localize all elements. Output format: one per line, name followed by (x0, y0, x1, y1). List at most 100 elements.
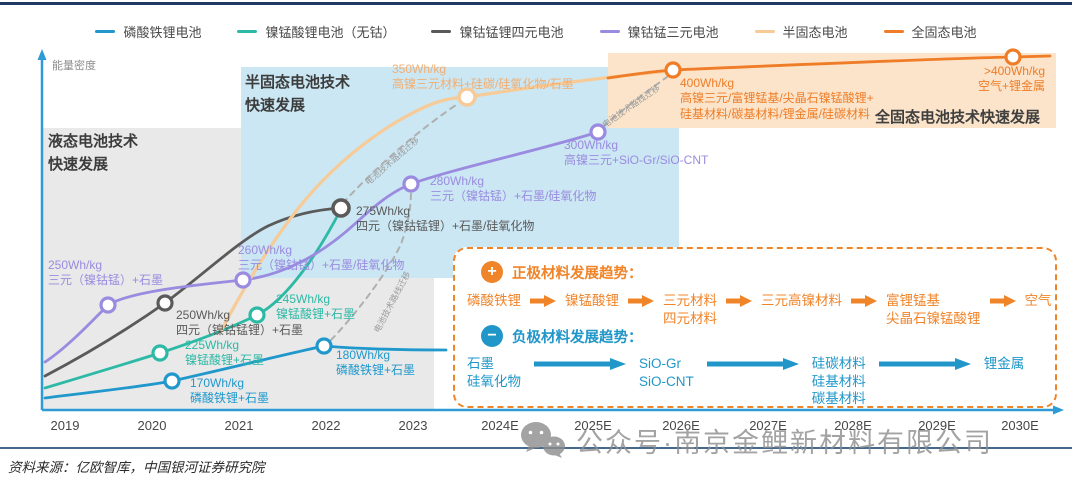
curve-quaternary (43, 206, 343, 378)
right-arrow-icon (989, 295, 1016, 307)
cathode-trend-title: 正极材料发展趋势： (512, 265, 643, 282)
legend-item-semi-solid: 半固态电池 (754, 22, 848, 41)
wechat-icon (521, 422, 565, 458)
region-title-semi-solid: 半固态电池技术 快速发展 (245, 74, 351, 114)
legend: 磷酸铁锂电池 镍锰酸锂电池（无钴） 镍钴锰锂四元电池 镍钴锰三元电池 半固态电池… (0, 22, 1072, 41)
legend-label: 镍钴锰三元电池 (627, 25, 719, 40)
cathode-step: 镍锰酸锂 (565, 293, 619, 308)
anode-step: 硅碳材料 硅基材料 碳基材料 (811, 356, 866, 407)
curve-solid-state (606, 54, 1052, 80)
cathode-step: 空气 (1024, 293, 1052, 308)
x-axis-arrow (1053, 405, 1064, 415)
legend-label: 全固态电池 (911, 25, 977, 40)
region-title-solid-state: 全固态电池技术快速发展 (875, 109, 1041, 126)
curve-lfp (43, 344, 448, 400)
legend-swatch-quaternary (431, 30, 452, 33)
marker-solid-400 (664, 61, 682, 79)
cathode-step: 三元材料 四元材料 (663, 293, 717, 326)
legend-label: 镍锰酸锂电池（无钴） (265, 25, 396, 40)
right-arrow-icon (706, 358, 799, 370)
point-label-lnmo-225: 225Wh/kg 镍锰酸锂+石墨 (185, 338, 265, 368)
x-tick-2021: 2021 (224, 418, 254, 433)
marker-ternary-280 (402, 175, 420, 193)
x-tick-2019: 2019 (50, 418, 80, 433)
x-tick-2024e: 2024E (481, 418, 519, 433)
curve-semi-solid (219, 69, 672, 333)
top-divider (0, 2, 1072, 5)
marker-quaternary-250 (156, 294, 174, 312)
point-label-lnmo-245: 245Wh/kg 镍锰酸锂+石墨 (276, 292, 356, 322)
legend-label: 镍钴锰锂四元电池 (459, 25, 564, 40)
migration-line-quaternary-to-semi (342, 104, 457, 204)
cathode-step: 三元高镍材料 (761, 293, 842, 308)
marker-ternary-260 (234, 271, 252, 289)
minus-icon: − (481, 325, 503, 347)
legend-item-solid-state: 全固态电池 (883, 22, 977, 41)
legend-item-ternary: 镍钴锰三元电池 (599, 22, 719, 41)
legend-item-quaternary: 镍钴锰锂四元电池 (431, 22, 564, 41)
marker-lnmo-225 (151, 344, 169, 362)
migration-line-lfp-to-ternary (330, 190, 412, 341)
legend-swatch-solid-state (883, 30, 904, 33)
x-tick-2028e: 2028E (834, 418, 872, 433)
y-axis-arrow (37, 49, 47, 60)
right-arrow-icon (878, 358, 971, 370)
right-arrow-icon (726, 295, 752, 307)
point-label-ternary-260: 260Wh/kg 三元（镍钴锰）+石墨/硅氧化物 (238, 243, 405, 273)
marker-semi-solid-350 (457, 87, 477, 107)
anode-step: 石墨 硅氧化物 (467, 356, 521, 389)
watermark: 公众号·南京金鲤新材料有限公司 (518, 420, 993, 460)
x-tick-2026e: 2026E (662, 418, 700, 433)
y-axis-label: 能量密度 (52, 60, 96, 72)
x-tick-2027e: 2027E (749, 418, 787, 433)
point-label-lfp-170: 170Wh/kg 磷酸铁锂+石墨 (190, 376, 270, 406)
legend-swatch-semi-solid (754, 30, 775, 33)
right-arrow-icon (851, 295, 877, 307)
region-title-liquid: 液态电池技术 快速发展 (48, 133, 139, 173)
region-solid-state (608, 53, 1056, 128)
legend-label: 磷酸铁锂电池 (123, 25, 202, 40)
x-tick-2022: 2022 (311, 418, 341, 433)
marker-ternary-250 (99, 296, 117, 314)
point-label-solid-400plus: >400Wh/kg 空气+锂金属 (977, 64, 1045, 94)
legend-swatch-lnmo (237, 30, 258, 33)
anode-trend-title: 负极材料发展趋势： (512, 329, 643, 346)
point-label-quaternary-250: 250Wh/kg 四元（镍钴锰锂）+石墨 (176, 308, 304, 338)
legend-item-lnmo: 镍锰酸锂电池（无钴） (237, 22, 395, 41)
point-label-ternary-280: 280Wh/kg 三元（镍钴锰）+石墨/硅氧化物 (430, 174, 597, 204)
cathode-trend-flow: 磷酸铁锂 镍锰酸锂 三元材料 四元材料 三元高镍材料 富锂锰基 尖晶石镍锰酸锂 … (467, 292, 1052, 327)
x-tick-2023: 2023 (398, 418, 428, 433)
marker-lfp-170 (163, 372, 181, 390)
cathode-trend-header: + 正极材料发展趋势： (481, 261, 643, 283)
anode-step: SiO-Gr SiO-CNT (639, 356, 694, 389)
material-trend-box: + 正极材料发展趋势： 磷酸铁锂 镍锰酸锂 三元材料 四元材料 三元高镍材料 富… (453, 247, 1057, 408)
marker-ternary-300 (589, 123, 607, 141)
point-label-lfp-180: 180Wh/kg 磷酸铁锂+石墨 (336, 348, 416, 378)
chart-canvas (37, 48, 1064, 415)
point-label-quaternary-275: 275Wh/kg 四元（镍钴锰锂）+石墨/硅氧化物 (356, 204, 535, 234)
x-tick-2025e: 2025E (574, 418, 612, 433)
x-tick-2030e: 2030E (1001, 418, 1039, 433)
legend-label: 半固态电池 (782, 25, 848, 40)
marker-quaternary-275 (331, 198, 351, 218)
point-label-ternary-250: 250Wh/kg 三元（镍钴锰）+石墨 (48, 258, 164, 288)
source-note: 资料来源：亿欧智库，中国银河证券研究院 (8, 460, 265, 475)
legend-item-lfp: 磷酸铁锂电池 (95, 22, 201, 41)
point-label-solid-400: 400Wh/kg 高镍三元/富锂锰基/尖晶石镍锰酸锂+ 硅基材料/碳基材料/锂金… (680, 76, 874, 121)
plus-icon: + (481, 261, 503, 283)
marker-lnmo-245 (248, 306, 266, 324)
point-label-semi-solid-350: 350Wh/kg 高镍三元材料+硅碳/硅氧化物/石墨 (392, 62, 574, 92)
anode-trend-flow: 石墨 硅氧化物 SiO-Gr SiO-CNT 硅碳材料 硅基材料 碳基材料 锂金… (467, 355, 1024, 408)
legend-swatch-ternary (599, 30, 620, 33)
legend-swatch-lfp (95, 30, 116, 33)
right-arrow-icon (628, 295, 654, 307)
x-tick-2020: 2020 (137, 418, 167, 433)
cathode-step: 磷酸铁锂 (467, 293, 521, 308)
marker-lfp-180 (315, 337, 333, 355)
right-arrow-icon (530, 295, 556, 307)
cathode-step: 富锂锰基 尖晶石镍锰酸锂 (886, 293, 981, 326)
point-label-ternary-300: 300Wh/kg 高镍三元+SiO-Gr/SiO-CNT (564, 138, 709, 168)
x-tick-2029e: 2029E (918, 418, 956, 433)
anode-trend-header: − 负极材料发展趋势： (481, 325, 643, 347)
